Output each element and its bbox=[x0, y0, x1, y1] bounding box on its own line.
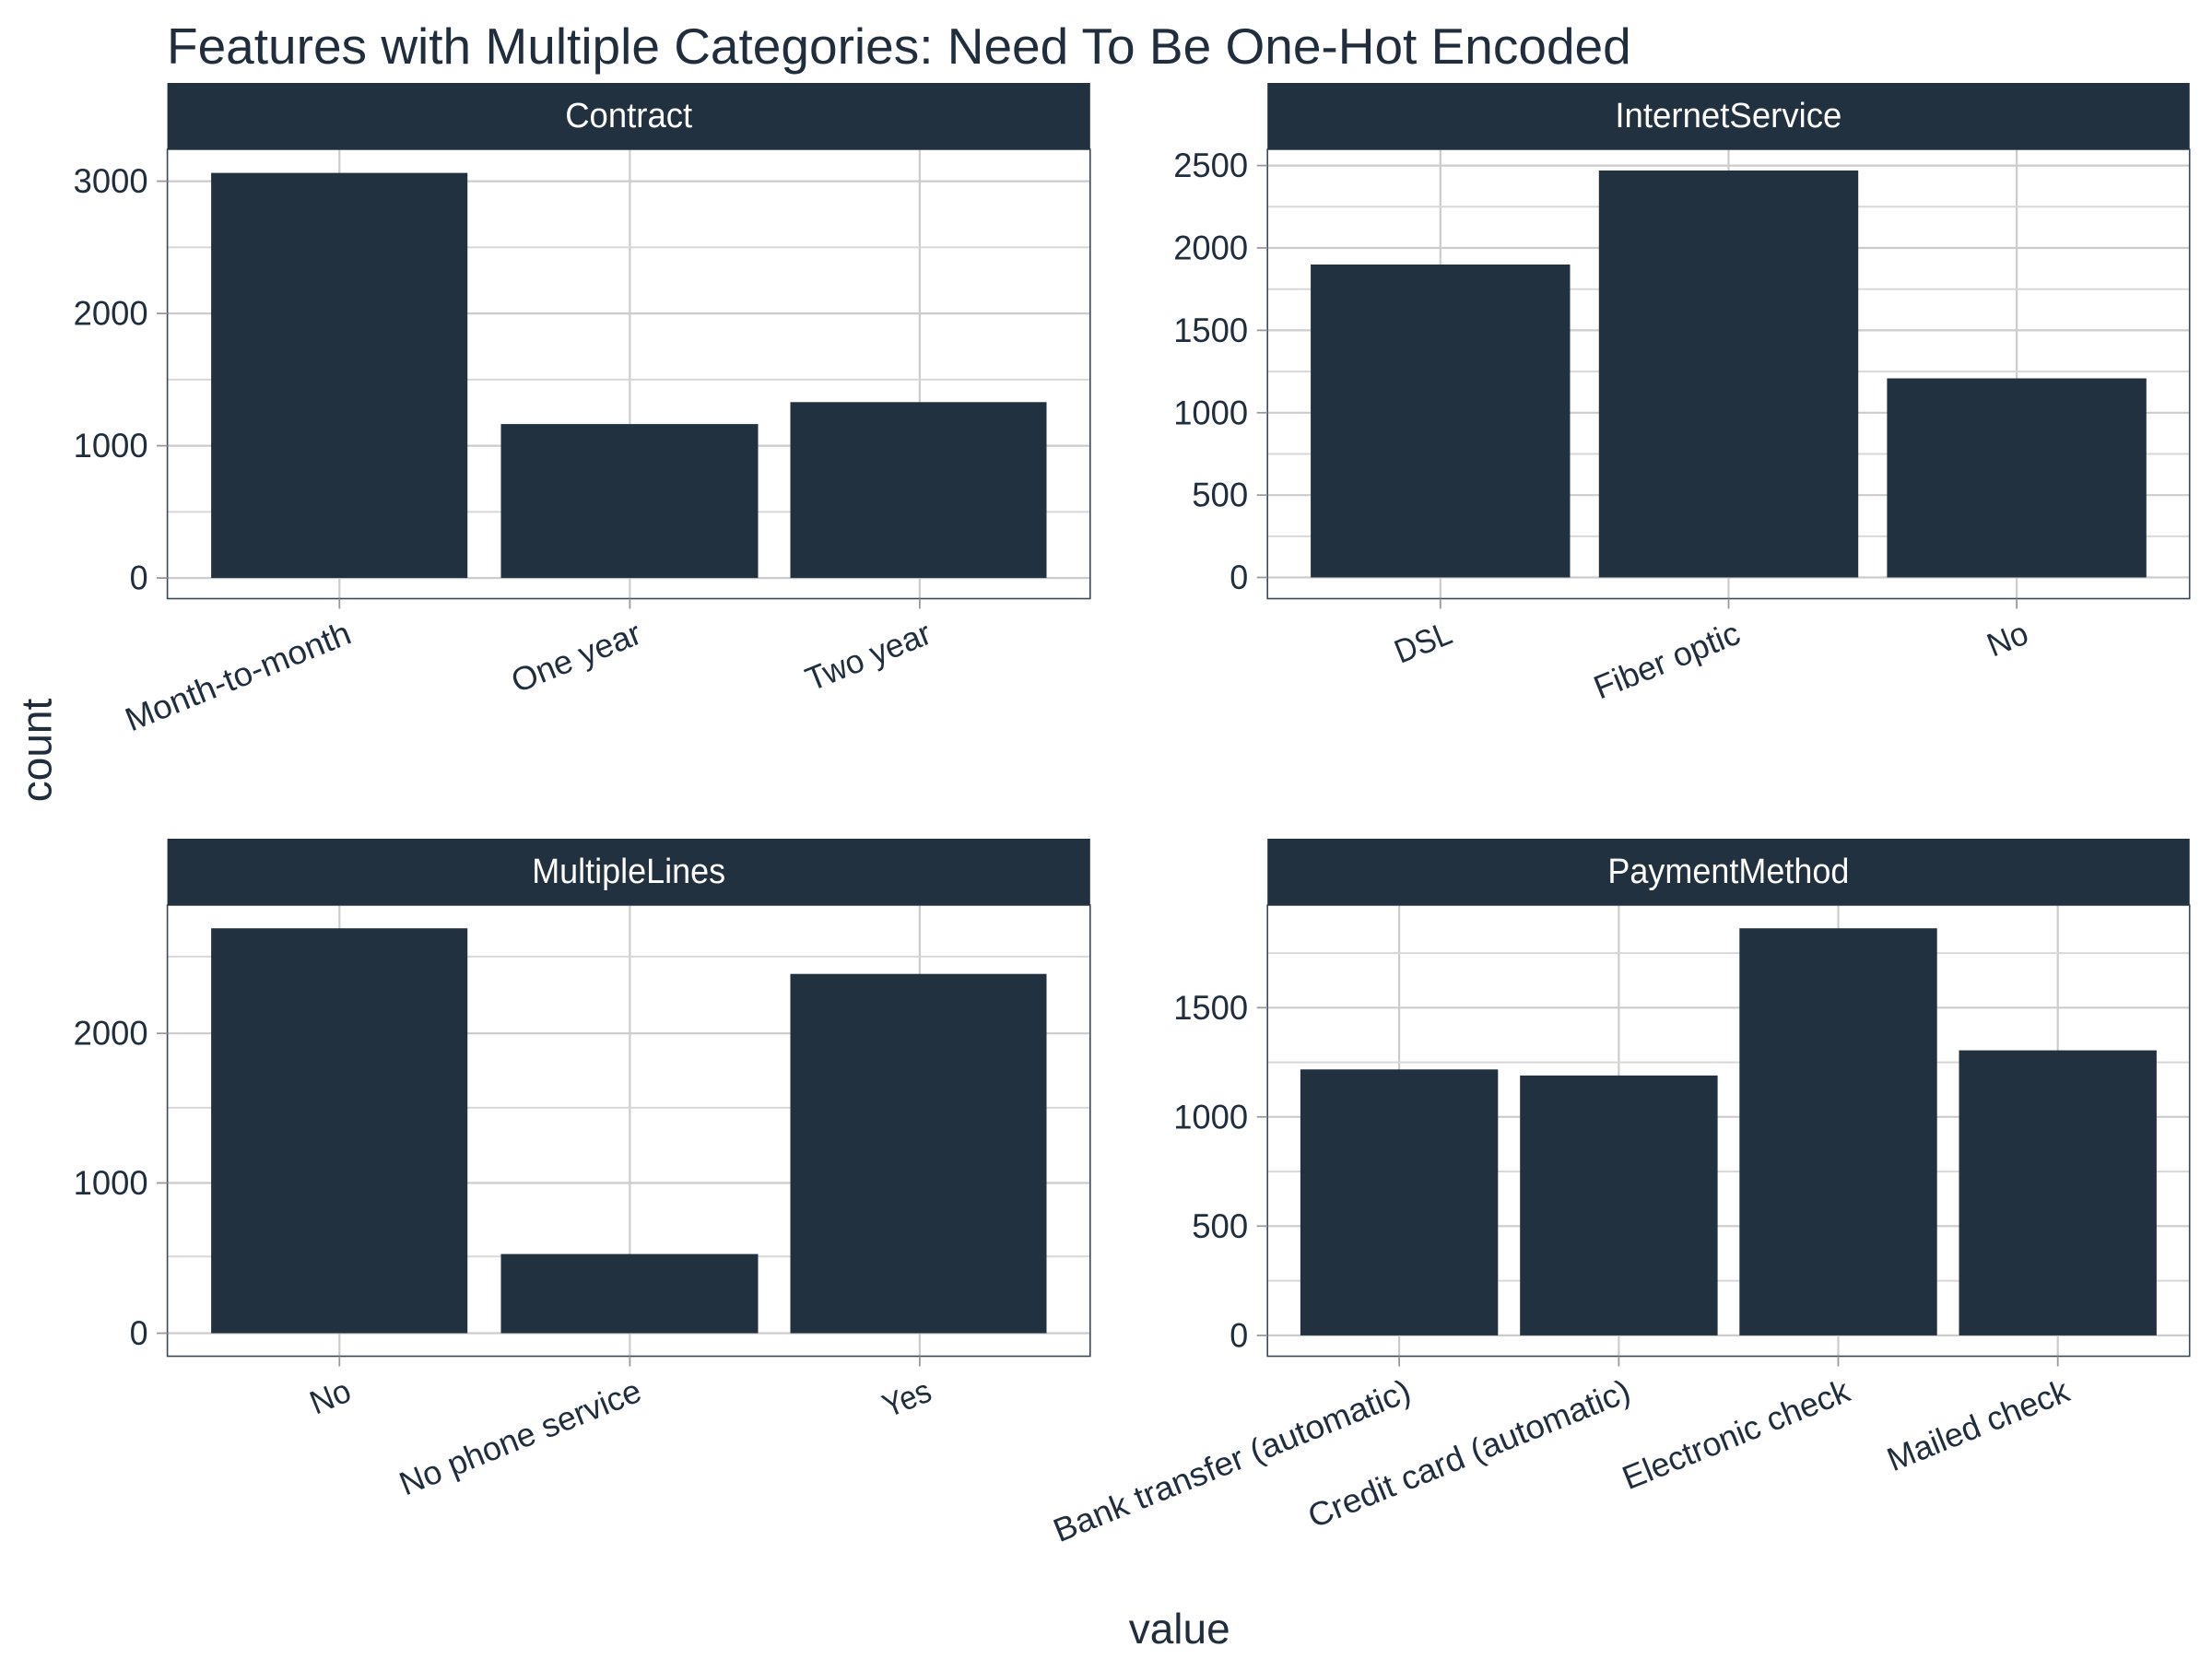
svg-text:Contract: Contract bbox=[565, 97, 692, 135]
svg-text:1000: 1000 bbox=[74, 1164, 148, 1202]
svg-text:Features with Multiple Categor: Features with Multiple Categories: Need … bbox=[167, 18, 1631, 75]
svg-text:InternetService: InternetService bbox=[1615, 97, 1841, 135]
svg-text:0: 0 bbox=[1230, 559, 1248, 596]
svg-text:2000: 2000 bbox=[74, 1015, 148, 1053]
svg-text:0: 0 bbox=[130, 559, 148, 597]
svg-text:500: 500 bbox=[1192, 477, 1248, 514]
svg-text:1000: 1000 bbox=[1173, 1098, 1248, 1135]
svg-text:2000: 2000 bbox=[74, 295, 148, 333]
svg-text:3000: 3000 bbox=[74, 162, 148, 200]
svg-text:2000: 2000 bbox=[1173, 229, 1248, 267]
svg-text:count: count bbox=[13, 699, 61, 803]
svg-text:value: value bbox=[1129, 1605, 1230, 1653]
svg-text:1000: 1000 bbox=[1173, 394, 1248, 431]
svg-text:1500: 1500 bbox=[1173, 312, 1248, 349]
svg-text:1500: 1500 bbox=[1173, 989, 1248, 1027]
svg-text:500: 500 bbox=[1192, 1207, 1248, 1245]
svg-text:0: 0 bbox=[130, 1314, 148, 1352]
svg-text:0: 0 bbox=[1230, 1316, 1248, 1354]
svg-text:2500: 2500 bbox=[1173, 147, 1248, 184]
svg-text:PaymentMethod: PaymentMethod bbox=[1607, 853, 1849, 891]
svg-text:1000: 1000 bbox=[74, 427, 148, 465]
svg-text:MultipleLines: MultipleLines bbox=[532, 853, 725, 891]
